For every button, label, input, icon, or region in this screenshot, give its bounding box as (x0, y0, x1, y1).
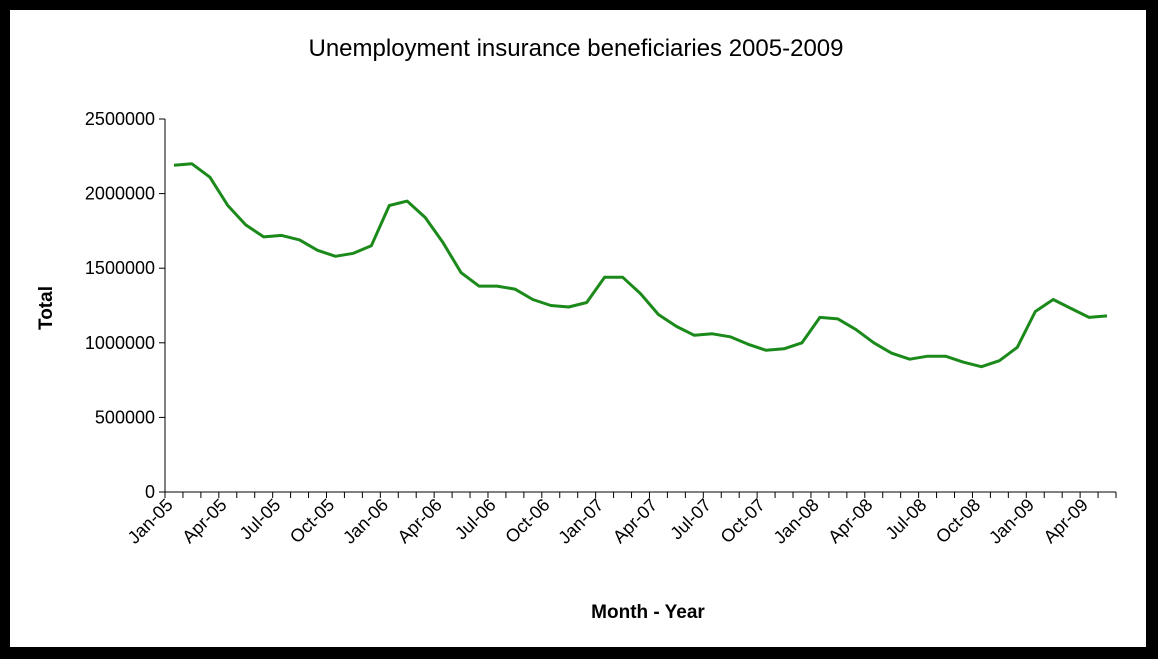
x-axis-ticks: Jan-05 Apr-05 Jul-05 Oct-05 Jan-06 Apr-06 Jul-… (124, 492, 1117, 548)
x-tick-label: Jan-06 (339, 495, 392, 548)
x-tick-label: Jan-07 (554, 495, 607, 548)
x-tick-label: Jan-09 (985, 495, 1038, 548)
x-tick-label: Oct-08 (932, 495, 984, 547)
x-tick-label: Jul-05 (236, 495, 285, 544)
line-chart: Unemployment insurance beneficiaries 200… (36, 35, 1117, 623)
x-tick-label: Jan-05 (124, 495, 177, 548)
x-tick-label: Jul-07 (666, 495, 715, 544)
y-tick-label: 1500000 (85, 258, 155, 278)
x-tick-label: Apr-05 (178, 495, 230, 547)
y-axis-ticks: 0 500000 1000000 1500000 2000000 2500000 (85, 109, 165, 502)
x-tick-label: Oct-07 (717, 495, 769, 547)
chart-frame: Unemployment insurance beneficiaries 200… (10, 10, 1146, 647)
x-tick-label: Jan-08 (770, 495, 823, 548)
y-tick-label: 500000 (95, 407, 155, 427)
series-group (173, 162, 1108, 369)
y-axis-title: Total (36, 286, 57, 330)
x-tick-label: Jul-06 (451, 495, 500, 544)
x-tick-label: Apr-09 (1040, 495, 1092, 547)
x-tick-label: Oct-05 (286, 495, 338, 547)
y-tick-label: 1000000 (85, 333, 155, 353)
x-tick-label: Apr-08 (824, 495, 876, 547)
axes (164, 119, 1116, 493)
x-tick-label: Apr-06 (394, 495, 446, 547)
x-tick-label: Jul-08 (882, 495, 931, 544)
chart-title: Unemployment insurance beneficiaries 200… (309, 35, 844, 62)
series-line (173, 162, 1108, 369)
x-tick-label: Oct-06 (501, 495, 553, 547)
x-axis-title: Month - Year (591, 602, 705, 623)
y-tick-label: 2000000 (85, 184, 155, 204)
y-tick-label: 0 (145, 482, 155, 502)
x-tick-label: Apr-07 (609, 495, 661, 547)
y-tick-label: 2500000 (85, 109, 155, 129)
